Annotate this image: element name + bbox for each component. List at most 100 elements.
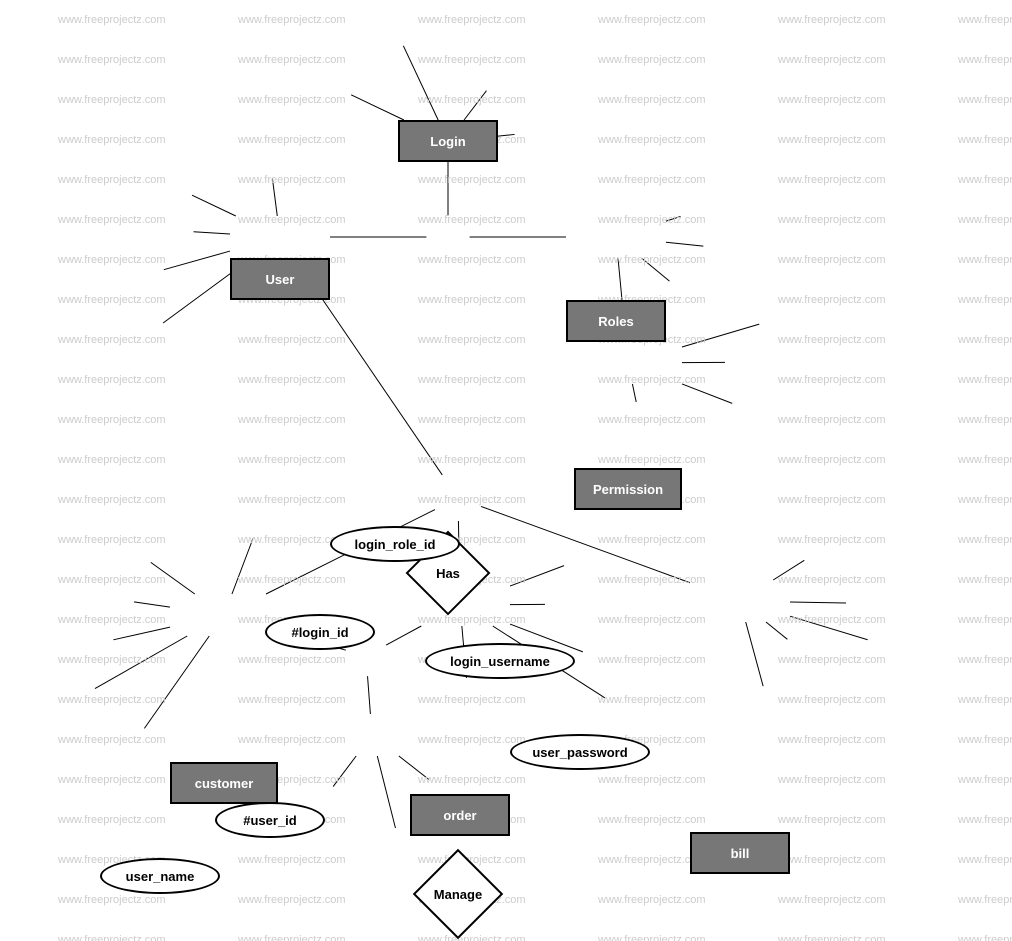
watermark: www.freeprojectz.com: [958, 174, 1012, 186]
watermark: www.freeprojectz.com: [778, 574, 886, 586]
entity-label: Login: [430, 134, 465, 149]
watermark: www.freeprojectz.com: [238, 854, 346, 866]
watermark: www.freeprojectz.com: [238, 14, 346, 26]
entity-customer: customer: [170, 762, 278, 804]
attribute-label: user_password: [532, 745, 627, 760]
edge: [151, 562, 195, 594]
watermark: www.freeprojectz.com: [778, 614, 886, 626]
attribute-user_name: user_name: [100, 858, 220, 894]
watermark: www.freeprojectz.com: [778, 854, 886, 866]
watermark: www.freeprojectz.com: [58, 614, 166, 626]
watermark: www.freeprojectz.com: [778, 934, 886, 941]
edge: [164, 251, 230, 270]
watermark: www.freeprojectz.com: [238, 94, 346, 106]
edge: [790, 616, 868, 640]
edge: [666, 217, 681, 222]
watermark: www.freeprojectz.com: [58, 494, 166, 506]
watermark: www.freeprojectz.com: [778, 654, 886, 666]
watermark: www.freeprojectz.com: [58, 894, 166, 906]
edge: [481, 506, 690, 582]
watermark: www.freeprojectz.com: [418, 414, 526, 426]
edge: [192, 195, 236, 216]
watermark: www.freeprojectz.com: [418, 614, 526, 626]
edge: [272, 178, 277, 216]
watermark: www.freeprojectz.com: [598, 374, 706, 386]
watermark: www.freeprojectz.com: [958, 254, 1012, 266]
attribute-user_password: user_password: [510, 734, 650, 770]
attribute-login_username: login_username: [425, 643, 575, 679]
attribute-label: login_role_id: [355, 537, 436, 552]
watermark: www.freeprojectz.com: [598, 654, 706, 666]
watermark: www.freeprojectz.com: [778, 374, 886, 386]
watermark: www.freeprojectz.com: [418, 214, 526, 226]
watermark: www.freeprojectz.com: [598, 54, 706, 66]
watermark: www.freeprojectz.com: [58, 534, 166, 546]
edge: [134, 602, 170, 607]
watermark: www.freeprojectz.com: [958, 214, 1012, 226]
watermark: www.freeprojectz.com: [778, 454, 886, 466]
attribute-login_id: #login_id: [265, 614, 375, 650]
watermark: www.freeprojectz.com: [958, 454, 1012, 466]
relationship-label: Has: [436, 566, 460, 581]
edge: [766, 622, 787, 639]
watermark: www.freeprojectz.com: [418, 374, 526, 386]
edge: [144, 636, 209, 728]
watermark: www.freeprojectz.com: [58, 734, 166, 746]
edge: [368, 676, 371, 714]
attribute-label: #login_id: [291, 625, 348, 640]
watermark: www.freeprojectz.com: [958, 414, 1012, 426]
watermark: www.freeprojectz.com: [958, 334, 1012, 346]
edge: [790, 602, 846, 603]
attribute-label: user_name: [126, 869, 195, 884]
watermark: www.freeprojectz.com: [958, 54, 1012, 66]
watermark: www.freeprojectz.com: [238, 214, 346, 226]
edge: [773, 560, 804, 580]
watermark: www.freeprojectz.com: [598, 534, 706, 546]
entity-user: User: [230, 258, 330, 300]
watermark: www.freeprojectz.com: [958, 694, 1012, 706]
watermark: www.freeprojectz.com: [958, 574, 1012, 586]
edge: [95, 636, 187, 689]
edge: [641, 258, 669, 281]
watermark: www.freeprojectz.com: [778, 734, 886, 746]
entity-roles: Roles: [566, 300, 666, 342]
watermark: www.freeprojectz.com: [58, 94, 166, 106]
watermark: www.freeprojectz.com: [238, 174, 346, 186]
watermark: www.freeprojectz.com: [778, 814, 886, 826]
entity-order: order: [410, 794, 510, 836]
watermark: www.freeprojectz.com: [598, 254, 706, 266]
relationship-manage: Manage: [426, 862, 490, 926]
watermark: www.freeprojectz.com: [598, 574, 706, 586]
watermark: www.freeprojectz.com: [778, 134, 886, 146]
watermark: www.freeprojectz.com: [418, 54, 526, 66]
watermark: www.freeprojectz.com: [418, 334, 526, 346]
watermark: www.freeprojectz.com: [418, 934, 526, 941]
watermark: www.freeprojectz.com: [238, 54, 346, 66]
watermark: www.freeprojectz.com: [598, 174, 706, 186]
watermark: www.freeprojectz.com: [598, 694, 706, 706]
entity-label: order: [443, 808, 476, 823]
edge: [682, 384, 732, 403]
watermark: www.freeprojectz.com: [958, 14, 1012, 26]
edge: [682, 324, 759, 347]
edge: [113, 627, 170, 640]
watermark: www.freeprojectz.com: [778, 174, 886, 186]
entity-permission: Permission: [574, 468, 682, 510]
watermark: www.freeprojectz.com: [238, 454, 346, 466]
watermark: www.freeprojectz.com: [958, 654, 1012, 666]
watermark: www.freeprojectz.com: [778, 334, 886, 346]
watermark: www.freeprojectz.com: [598, 894, 706, 906]
watermark: www.freeprojectz.com: [238, 574, 346, 586]
watermark: www.freeprojectz.com: [958, 774, 1012, 786]
watermark: www.freeprojectz.com: [238, 934, 346, 941]
relationship-label: Manage: [434, 887, 482, 902]
entity-label: Permission: [593, 482, 663, 497]
edge: [399, 756, 429, 779]
watermark: www.freeprojectz.com: [238, 374, 346, 386]
watermark: www.freeprojectz.com: [778, 14, 886, 26]
watermark: www.freeprojectz.com: [598, 774, 706, 786]
edge: [333, 756, 356, 787]
watermark: www.freeprojectz.com: [958, 494, 1012, 506]
edge: [746, 622, 763, 686]
watermark: www.freeprojectz.com: [238, 134, 346, 146]
